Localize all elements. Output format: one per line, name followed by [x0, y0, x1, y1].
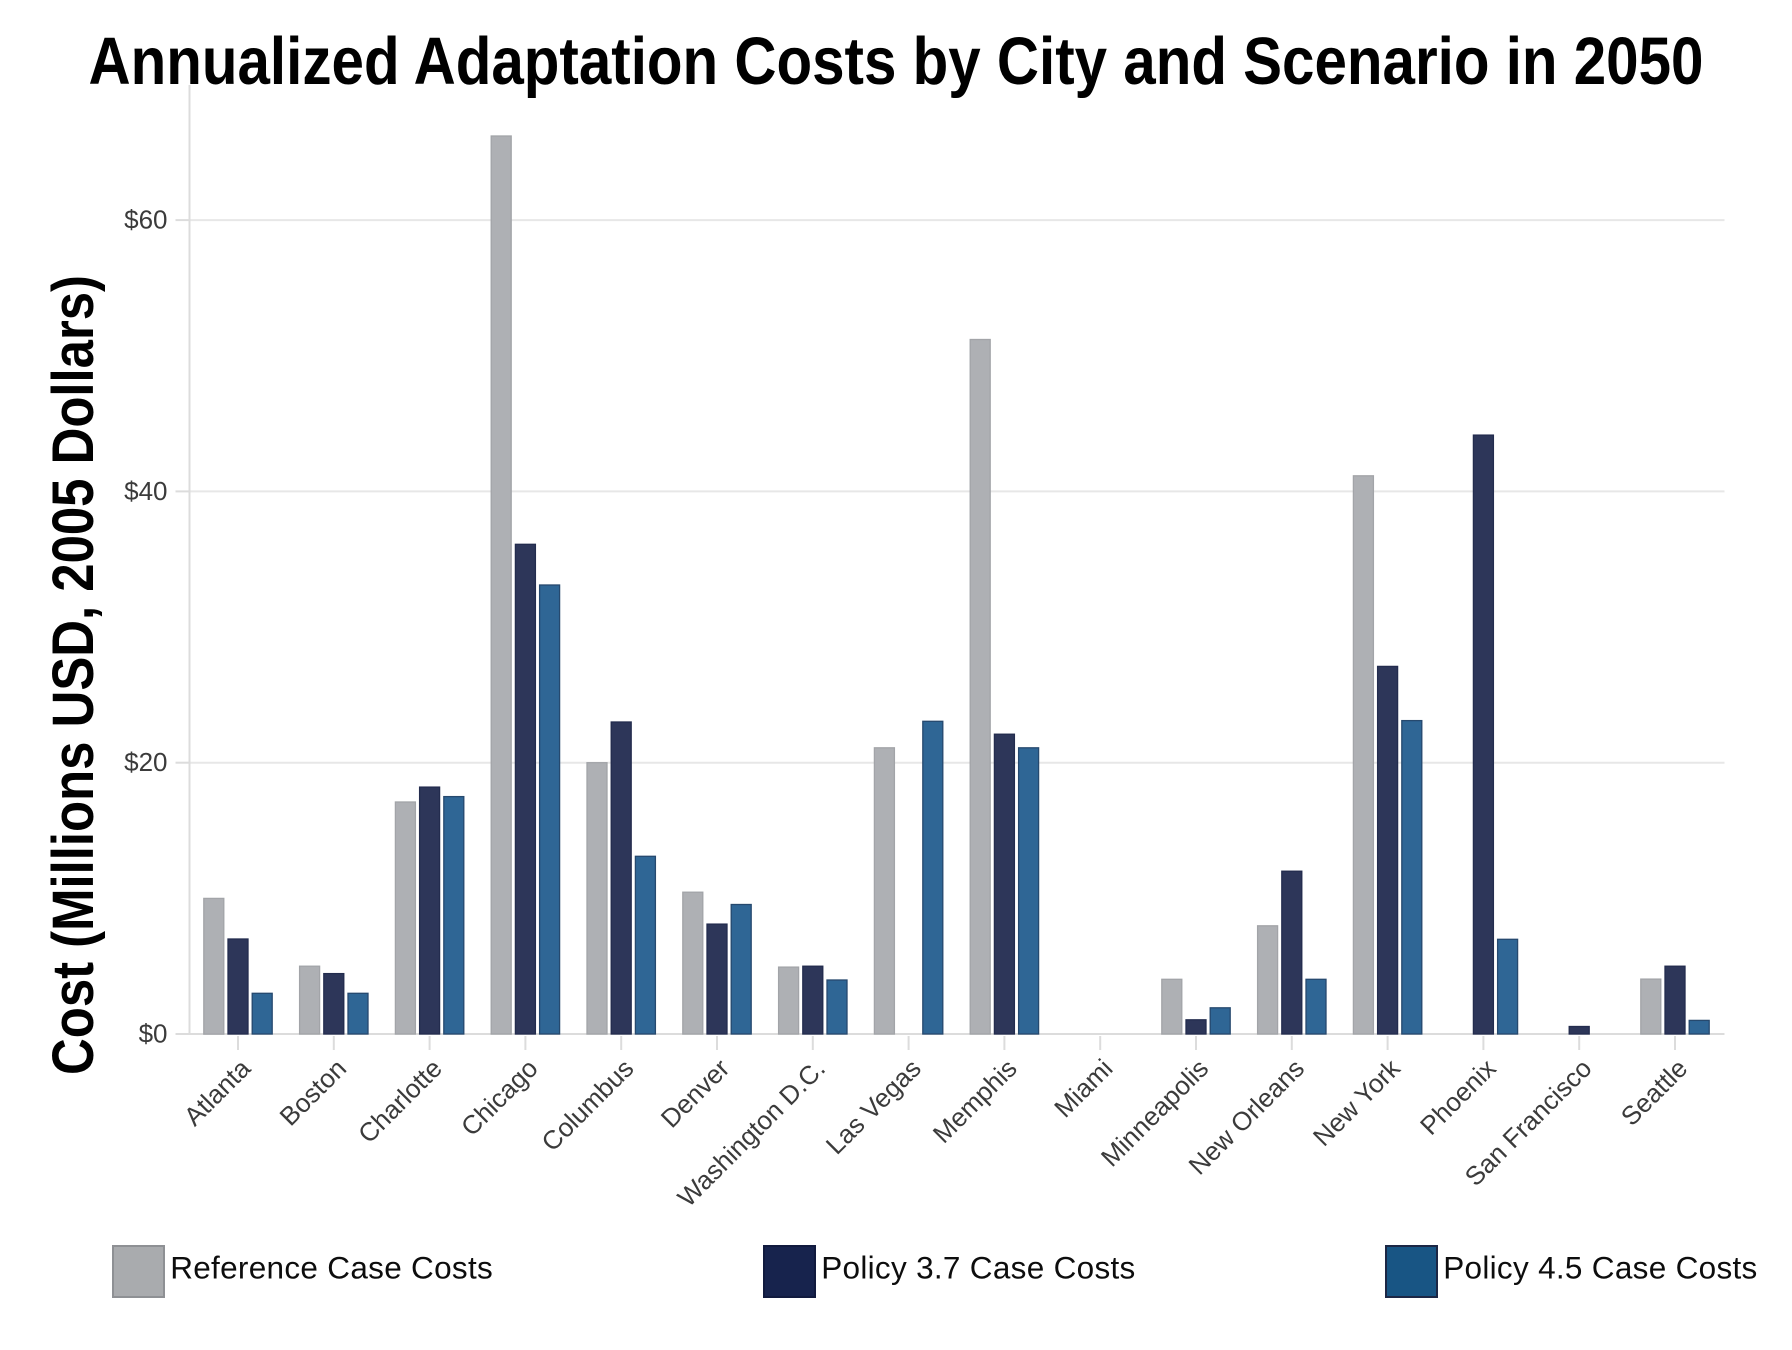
- svg-text:Reference Case Costs: Reference Case Costs: [170, 1249, 493, 1285]
- svg-text:Policy 3.7 Case Costs: Policy 3.7 Case Costs: [821, 1249, 1135, 1285]
- svg-text:$40: $40: [124, 476, 167, 506]
- svg-text:$0: $0: [139, 1018, 168, 1048]
- svg-text:$60: $60: [124, 205, 167, 235]
- svg-text:$20: $20: [124, 747, 167, 777]
- svg-text:Annualized Adaptation Costs by: Annualized Adaptation Costs by City and …: [89, 25, 1704, 99]
- svg-text:Cost (Millions USD, 2005 Dolla: Cost (Millions USD, 2005 Dollars): [41, 275, 106, 1075]
- svg-text:Policy 4.5 Case Costs: Policy 4.5 Case Costs: [1443, 1249, 1757, 1285]
